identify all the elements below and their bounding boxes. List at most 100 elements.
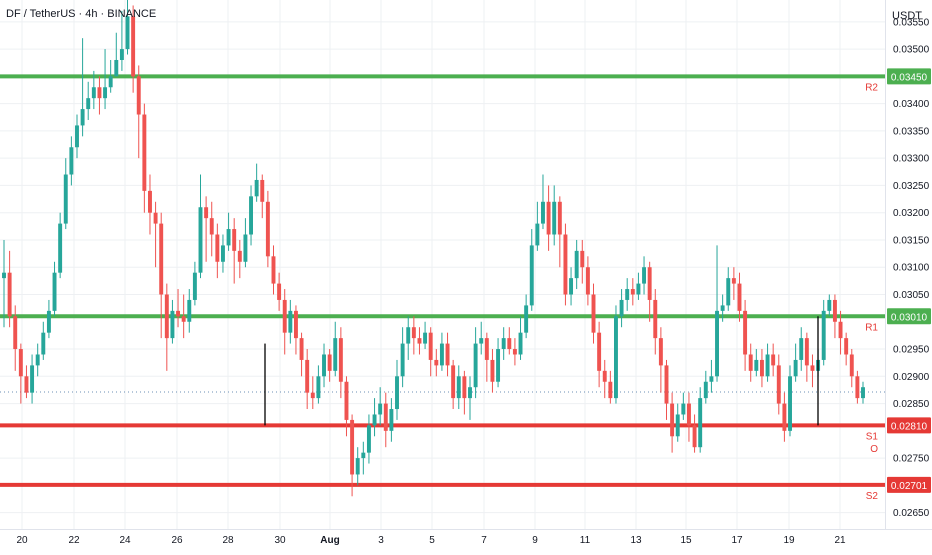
candle-body — [782, 403, 787, 431]
symbol-title[interactable]: DF / TetherUS · 4h · BINANCE — [6, 8, 157, 20]
candle-body — [46, 310, 51, 333]
candle — [709, 359, 714, 393]
candle — [417, 327, 422, 355]
candle-body — [686, 403, 691, 426]
price-tick-label: 0.02850 — [893, 399, 930, 410]
candle — [507, 327, 512, 355]
candle-body — [131, 16, 136, 77]
candle — [237, 239, 242, 279]
level-label-r1: R1 — [865, 322, 878, 333]
candle — [591, 283, 596, 344]
candle — [479, 321, 484, 355]
candle-body — [249, 196, 253, 235]
price-tick-label: 0.03500 — [893, 45, 930, 56]
candle-body — [52, 272, 57, 311]
candle — [293, 305, 298, 355]
candles[interactable] — [2, 0, 865, 497]
candle — [86, 81, 91, 120]
candle — [142, 103, 147, 213]
candle-body — [512, 349, 517, 355]
candle-body — [153, 212, 158, 224]
candle — [58, 212, 63, 279]
candle-body — [759, 359, 764, 377]
candle — [428, 327, 433, 377]
candle-body — [608, 381, 613, 399]
candle-body — [176, 310, 181, 317]
candle — [552, 185, 557, 246]
candle-body — [97, 87, 102, 99]
candle — [97, 76, 102, 115]
candle — [30, 354, 35, 404]
candle — [355, 447, 360, 486]
candle — [277, 272, 282, 311]
candle — [46, 299, 51, 339]
candle-body — [524, 305, 529, 333]
candle — [226, 212, 231, 251]
candle-body — [804, 338, 809, 366]
candle-body — [389, 409, 394, 431]
candle-body — [468, 387, 472, 399]
candle-body — [630, 289, 635, 295]
candle — [322, 343, 326, 388]
candle-body — [563, 234, 568, 295]
level-label-s1: S1 — [866, 431, 879, 442]
candle-body — [395, 376, 399, 410]
candle — [715, 245, 719, 382]
time-axis[interactable]: 20 22 24 26 28 30 Aug 3 5 7 9 11 13 15 17 19 21 — [16, 535, 846, 546]
candle — [215, 223, 220, 279]
candle — [327, 349, 332, 382]
candle — [664, 359, 669, 420]
candle-body — [282, 299, 287, 333]
candle-body — [715, 310, 719, 377]
candle — [608, 370, 613, 404]
candle — [445, 332, 450, 377]
candle — [602, 359, 607, 399]
support-resistance-lines[interactable] — [0, 74, 885, 487]
candle-body — [372, 414, 377, 426]
candle-body — [24, 376, 29, 393]
candle-body — [625, 289, 630, 300]
candle-body — [344, 381, 349, 420]
candle — [810, 354, 815, 388]
candle-body — [439, 343, 444, 366]
candle-body — [237, 250, 242, 262]
candle-body — [406, 327, 411, 344]
candle-body — [799, 338, 804, 360]
candle-body — [838, 321, 843, 339]
candle — [187, 289, 192, 333]
candle — [804, 332, 809, 382]
candle-body — [658, 338, 663, 366]
level-labels: R2 R1 S1 S2 — [865, 82, 878, 501]
candle-body — [754, 359, 759, 371]
candle — [136, 65, 141, 159]
price-tick-label: 0.02900 — [893, 372, 930, 383]
candle — [484, 332, 489, 382]
candle-body — [91, 87, 96, 99]
candle-body — [597, 332, 602, 371]
date-tick-label: 30 — [274, 535, 286, 546]
candle — [451, 359, 456, 410]
candle — [698, 387, 703, 453]
candle-body — [7, 272, 12, 317]
candle-body — [18, 349, 23, 377]
candle — [557, 196, 562, 268]
candle — [108, 59, 113, 93]
price-axis[interactable]: 0.03550 0.03500 0.03400 0.03350 0.03300 0.032… — [893, 17, 930, 519]
candle-body — [350, 419, 355, 475]
level-price-tag-text: 0.02810 — [891, 421, 928, 432]
candle-body — [580, 250, 585, 268]
candle-body — [204, 207, 209, 219]
candle — [619, 289, 624, 328]
candle — [512, 338, 517, 366]
candle-body — [215, 234, 220, 262]
candle-body — [305, 359, 310, 393]
candle-body — [546, 201, 551, 235]
currency-label[interactable]: USDT — [892, 10, 922, 22]
date-tick-label: 22 — [68, 535, 80, 546]
candle — [249, 185, 253, 246]
candle-body — [423, 332, 428, 344]
candle — [91, 70, 96, 110]
candle-body — [226, 229, 231, 246]
